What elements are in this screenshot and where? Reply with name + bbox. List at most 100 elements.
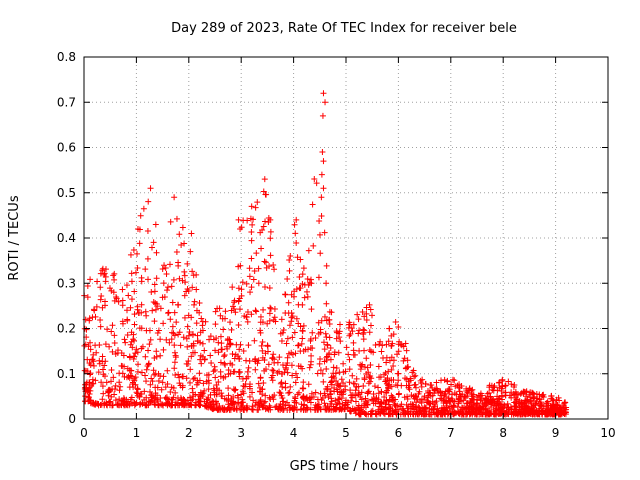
roti-point — [302, 406, 309, 413]
roti-point — [167, 218, 174, 225]
roti-point — [112, 397, 119, 404]
roti-point — [289, 313, 296, 320]
roti-point — [175, 301, 182, 308]
roti-point — [306, 364, 313, 371]
roti-point — [424, 389, 431, 396]
roti-point — [351, 392, 358, 399]
roti-point — [413, 404, 420, 411]
roti-point — [366, 329, 373, 336]
roti-point — [188, 230, 195, 237]
roti-point — [171, 309, 178, 316]
roti-point — [240, 390, 247, 397]
roti-point — [149, 378, 156, 385]
roti-point — [438, 377, 445, 384]
roti-point — [170, 276, 177, 283]
roti-point — [155, 402, 162, 409]
roti-point — [365, 380, 372, 387]
roti-point — [336, 382, 343, 389]
roti-point — [112, 351, 119, 357]
roti-point — [128, 270, 135, 277]
roti-point — [361, 364, 368, 371]
roti-point — [330, 364, 337, 371]
roti-point — [271, 314, 278, 321]
roti-point — [188, 353, 195, 360]
roti-point — [497, 404, 504, 411]
roti-point — [246, 273, 253, 280]
roti-point — [316, 217, 323, 224]
roti-point — [295, 363, 302, 370]
roti-point — [444, 387, 451, 394]
roti-point — [238, 404, 245, 411]
roti-point — [327, 388, 334, 395]
roti-point — [84, 283, 91, 290]
roti-point — [183, 375, 190, 382]
roti-point — [181, 314, 188, 321]
roti-point — [321, 358, 328, 365]
roti-point — [381, 371, 388, 378]
roti-point — [115, 298, 122, 305]
roti-point — [536, 400, 543, 407]
roti-point — [187, 366, 194, 373]
roti-point — [109, 348, 116, 355]
roti-point — [138, 301, 145, 308]
roti-point — [423, 404, 430, 411]
roti-point — [121, 402, 128, 409]
roti-point — [234, 353, 241, 360]
roti-point — [299, 385, 306, 392]
roti-point — [469, 393, 476, 400]
roti-point — [249, 403, 256, 410]
roti-point — [314, 370, 321, 377]
roti-point — [312, 389, 319, 396]
roti-point — [391, 401, 398, 408]
roti-point — [403, 347, 410, 354]
roti-point — [307, 399, 314, 406]
roti-point — [304, 276, 311, 283]
roti-point — [229, 284, 236, 291]
roti-point — [355, 330, 362, 337]
roti-point — [195, 379, 202, 386]
roti-point — [142, 266, 149, 273]
roti-point — [300, 265, 307, 272]
roti-point — [247, 289, 254, 296]
roti-point — [320, 90, 327, 97]
roti-point — [278, 316, 285, 323]
roti-point — [179, 224, 186, 231]
roti-point — [375, 384, 382, 391]
roti-point — [442, 393, 449, 400]
roti-point — [496, 384, 503, 391]
roti-point — [362, 411, 369, 418]
roti-point — [85, 394, 92, 401]
roti-point — [260, 379, 267, 386]
roti-point — [336, 406, 343, 413]
roti-point — [235, 322, 242, 329]
roti-point — [553, 408, 560, 415]
roti-point — [342, 383, 349, 390]
chart-title: Day 289 of 2023, Rate Of TEC Index for r… — [171, 21, 517, 36]
roti-point — [205, 386, 212, 393]
roti-point — [203, 372, 210, 379]
x-tick-label: 4 — [290, 426, 298, 440]
roti-point — [227, 319, 234, 326]
roti-point — [159, 379, 166, 386]
roti-point — [157, 352, 164, 359]
roti-point — [199, 340, 206, 347]
roti-point — [296, 274, 303, 281]
roti-point — [259, 354, 266, 361]
roti-point — [259, 227, 266, 234]
roti-point — [207, 404, 214, 411]
roti-point — [358, 396, 365, 403]
roti-point — [392, 318, 399, 325]
roti-point — [262, 406, 269, 413]
roti-point — [389, 411, 396, 418]
roti-point — [292, 350, 299, 357]
roti-point — [376, 341, 383, 348]
roti-point — [244, 368, 251, 375]
roti-point — [370, 397, 377, 404]
roti-point — [84, 294, 91, 301]
roti-point — [523, 393, 530, 400]
roti-point — [365, 388, 372, 395]
roti-point — [116, 379, 123, 386]
roti-point — [102, 302, 109, 309]
roti-point — [299, 335, 306, 342]
roti-point — [474, 405, 481, 412]
